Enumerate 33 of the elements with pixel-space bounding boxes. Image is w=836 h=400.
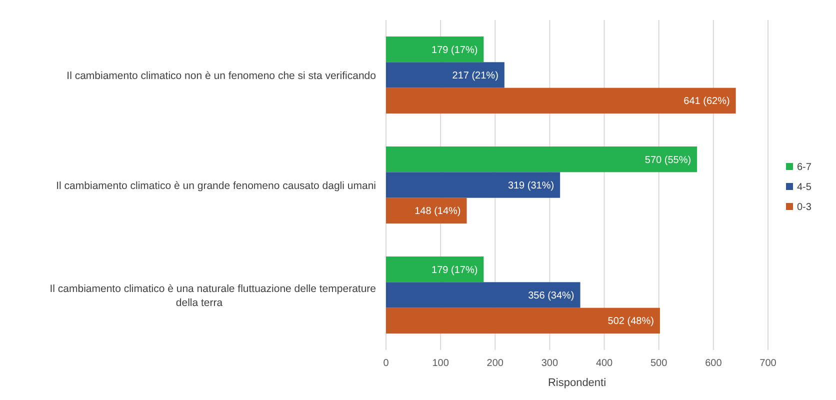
data-label: 356 (34%)	[528, 290, 574, 302]
x-tick-label: 500	[650, 358, 668, 369]
data-label: 179 (17%)	[432, 44, 478, 56]
bar	[386, 172, 560, 198]
bar	[386, 62, 504, 88]
bar	[386, 308, 660, 334]
bar	[386, 36, 484, 62]
x-tick-label: 600	[705, 358, 722, 369]
y-tick-label: Il cambiamento climatico non è un fenomeno che si sta verificando	[66, 70, 376, 82]
data-label: 502 (48%)	[608, 316, 654, 328]
bar	[386, 282, 580, 308]
data-label: 641 (62%)	[684, 96, 730, 108]
legend-label: 4-5	[797, 182, 812, 193]
x-tick-label: 400	[596, 358, 614, 369]
x-tick-label: 100	[432, 358, 450, 369]
bar	[386, 146, 698, 172]
legend-label: 6-7	[797, 162, 812, 173]
data-label: 319 (31%)	[508, 180, 554, 192]
x-tick-label: 0	[383, 358, 390, 369]
data-label: 179 (17%)	[432, 264, 478, 276]
x-tick-label: 300	[541, 358, 558, 369]
x-tick-label: 700	[760, 358, 777, 369]
bar	[386, 198, 467, 224]
data-label: 217 (21%)	[452, 70, 498, 82]
data-label: 148 (14%)	[414, 206, 461, 218]
data-label: 570 (55%)	[644, 154, 692, 166]
bar	[386, 88, 736, 114]
y-tick-label: Il cambiamento climatico è un grande fenomeno causato dagli umani	[56, 180, 376, 192]
legend-label: 0-3	[797, 202, 812, 213]
bar	[386, 256, 484, 282]
y-tick-label: Il cambiamento climatico è una naturale fluttuazione delle temperature della terra	[50, 283, 376, 309]
x-axis-title: Rispondenti	[548, 377, 606, 389]
x-tick-label: 200	[486, 358, 504, 369]
